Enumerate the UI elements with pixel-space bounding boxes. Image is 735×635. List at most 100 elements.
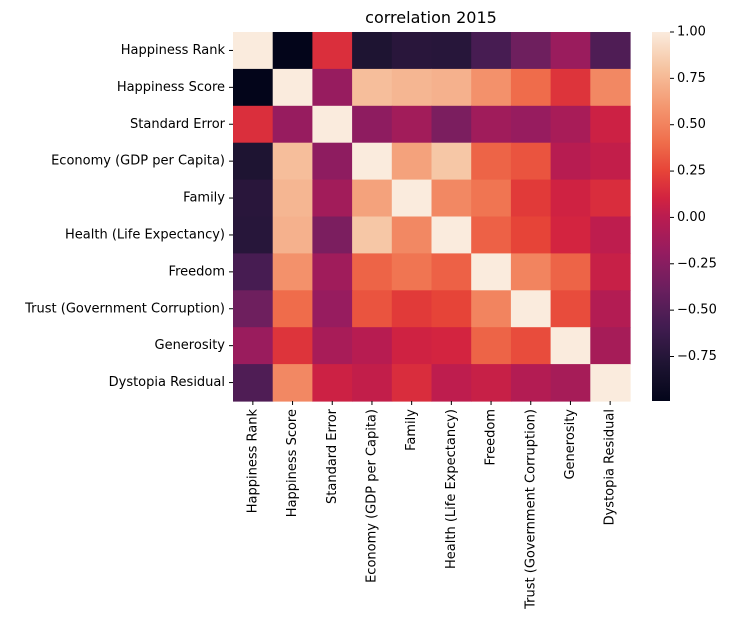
heatmap-cell bbox=[550, 68, 591, 107]
heatmap-cell bbox=[550, 105, 591, 144]
heatmap-cell bbox=[391, 364, 433, 402]
heatmap-cell bbox=[233, 32, 274, 70]
column-tick-label: Family bbox=[404, 409, 419, 451]
heatmap-cell bbox=[431, 290, 472, 328]
heatmap-cell bbox=[233, 327, 274, 365]
heatmap-cell bbox=[431, 142, 472, 181]
heatmap-cell bbox=[233, 142, 274, 181]
heatmap-cell bbox=[550, 290, 591, 328]
heatmap-cell bbox=[510, 216, 552, 254]
heatmap-cell bbox=[352, 68, 393, 107]
chart-title: correlation 2015 bbox=[365, 8, 497, 27]
heatmap-cell bbox=[550, 364, 591, 402]
colorbar-tick-label: −0.50 bbox=[677, 303, 717, 318]
heatmap-cell bbox=[590, 327, 631, 365]
row-tick-label: Happiness Rank bbox=[121, 43, 226, 58]
heatmap-cell bbox=[431, 364, 472, 402]
heatmap-cell bbox=[352, 105, 393, 144]
row-tick-label: Health (Life Expectancy) bbox=[65, 227, 225, 242]
heatmap-cell bbox=[510, 253, 552, 291]
heatmap-cell bbox=[391, 32, 433, 70]
heatmap-cell bbox=[312, 179, 353, 218]
column-tick-label: Happiness Score bbox=[285, 409, 300, 517]
row-tick-label: Dystopia Residual bbox=[109, 375, 225, 390]
heatmap-cell bbox=[510, 105, 552, 144]
heatmap-cell bbox=[272, 290, 313, 328]
heatmap-cell bbox=[352, 364, 393, 402]
row-tick-label: Trust (Government Corruption) bbox=[24, 301, 225, 316]
heatmap-cell bbox=[233, 105, 274, 144]
column-tick-label: Dystopia Residual bbox=[603, 409, 618, 525]
heatmap-cell bbox=[590, 68, 631, 107]
heatmap-cell bbox=[352, 142, 393, 181]
heatmap-cell bbox=[510, 364, 552, 402]
colorbar-tick-label: 0.25 bbox=[677, 164, 706, 179]
colorbar-tick-label: 0.50 bbox=[677, 117, 706, 132]
heatmap-cell bbox=[312, 327, 353, 365]
heatmap-cell bbox=[590, 179, 631, 218]
heatmap-cell bbox=[550, 216, 591, 254]
colorbar-tick-label: 0.75 bbox=[677, 71, 706, 86]
heatmap-cell bbox=[272, 179, 313, 218]
heatmap-cell bbox=[550, 142, 591, 181]
heatmap-cell bbox=[391, 105, 433, 144]
heatmap-cell bbox=[590, 216, 631, 254]
heatmap-cell bbox=[590, 364, 631, 402]
heatmap-cell bbox=[471, 179, 512, 218]
heatmap-cell bbox=[510, 32, 552, 70]
column-tick-label: Freedom bbox=[484, 409, 499, 465]
heatmap-cell bbox=[352, 290, 393, 328]
heatmap-cell bbox=[391, 179, 433, 218]
heatmap-cell bbox=[272, 105, 313, 144]
heatmap-cell bbox=[590, 142, 631, 181]
heatmap-cell bbox=[312, 253, 353, 291]
heatmap-cell bbox=[471, 68, 512, 107]
heatmap-cell bbox=[272, 68, 313, 107]
row-tick-label: Generosity bbox=[155, 338, 226, 353]
heatmap-cell bbox=[233, 290, 274, 328]
heatmap-cell bbox=[352, 179, 393, 218]
heatmap-cell bbox=[391, 68, 433, 107]
heatmap-cell bbox=[391, 327, 433, 365]
colorbar: 1.00 0.75 0.50 0.25 0.00 −0.25 −0.50 −0.75 bbox=[652, 25, 717, 401]
column-tick-label: Health (Life Expectancy) bbox=[444, 409, 459, 569]
heatmap-cell bbox=[471, 142, 512, 181]
column-tick-label: Economy (GDP per Capita) bbox=[364, 409, 379, 583]
heatmap-cell bbox=[510, 179, 552, 218]
heatmap-cell bbox=[431, 105, 472, 144]
heatmap-cell bbox=[590, 290, 631, 328]
heatmap-cell bbox=[233, 216, 274, 254]
heatmap-cell bbox=[510, 142, 552, 181]
heatmap-cell bbox=[272, 327, 313, 365]
heatmap-cell bbox=[550, 179, 591, 218]
heatmap-cell bbox=[471, 216, 512, 254]
colorbar-tick-label: −0.25 bbox=[677, 256, 717, 271]
row-tick-label: Standard Error bbox=[130, 117, 226, 132]
heatmap-cell bbox=[233, 68, 274, 107]
colorbar-tick-label: 0.00 bbox=[677, 210, 706, 225]
heatmap-cell bbox=[233, 364, 274, 402]
heatmap-cell bbox=[391, 253, 433, 291]
heatmap-cell bbox=[431, 68, 472, 107]
heatmap-cell bbox=[471, 32, 512, 70]
heatmap-cell bbox=[510, 290, 552, 328]
heatmap-cell bbox=[272, 142, 313, 181]
heatmap-cell bbox=[550, 327, 591, 365]
column-tick-label: Generosity bbox=[563, 409, 578, 480]
heatmap-cell bbox=[272, 216, 313, 254]
heatmap-cell bbox=[352, 216, 393, 254]
heatmap-cell bbox=[312, 364, 353, 402]
heatmap-cell bbox=[510, 327, 552, 365]
heatmap-cell bbox=[272, 253, 313, 291]
heatmap-cell bbox=[312, 290, 353, 328]
row-tick-label: Economy (GDP per Capita) bbox=[51, 154, 225, 169]
row-tick-labels: Happiness Rank Happiness Score Standard Er… bbox=[24, 43, 233, 390]
heatmap-cell bbox=[590, 105, 631, 144]
column-tick-labels: Happiness Rank Happiness Score Standard Er… bbox=[245, 401, 618, 610]
heatmap-cell bbox=[233, 253, 274, 291]
column-tick-label: Trust (Government Corruption) bbox=[523, 409, 538, 610]
row-tick-label: Family bbox=[183, 191, 225, 206]
heatmap-cell bbox=[431, 327, 472, 365]
row-tick-label: Happiness Score bbox=[117, 80, 225, 95]
